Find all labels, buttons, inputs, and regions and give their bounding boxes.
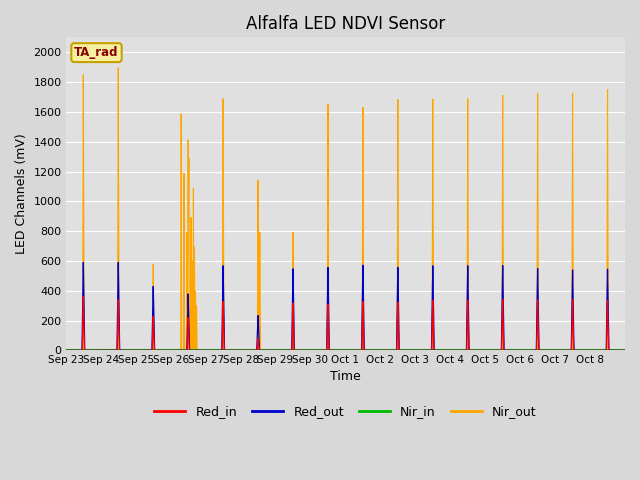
X-axis label: Time: Time bbox=[330, 370, 361, 383]
Legend: Red_in, Red_out, Nir_in, Nir_out: Red_in, Red_out, Nir_in, Nir_out bbox=[149, 400, 541, 423]
Text: TA_rad: TA_rad bbox=[74, 46, 119, 59]
Title: Alfalfa LED NDVI Sensor: Alfalfa LED NDVI Sensor bbox=[246, 15, 445, 33]
Y-axis label: LED Channels (mV): LED Channels (mV) bbox=[15, 133, 28, 254]
